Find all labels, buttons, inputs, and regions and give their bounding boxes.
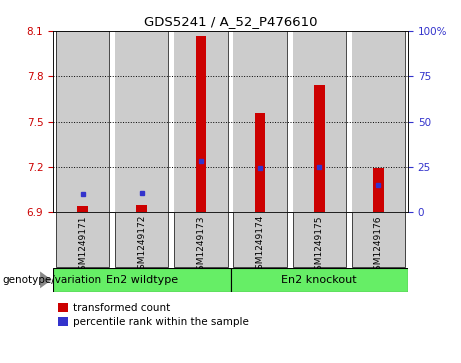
Bar — [56, 212, 109, 267]
Bar — [230, 268, 408, 292]
Text: GSM1249173: GSM1249173 — [196, 215, 206, 276]
Bar — [115, 212, 168, 267]
Bar — [352, 31, 405, 212]
Bar — [174, 31, 228, 212]
Text: GSM1249172: GSM1249172 — [137, 215, 146, 276]
Bar — [255, 113, 266, 212]
Text: GSM1249176: GSM1249176 — [374, 215, 383, 276]
Text: GSM1249175: GSM1249175 — [315, 215, 324, 276]
Bar — [53, 268, 230, 292]
Title: GDS5241 / A_52_P476610: GDS5241 / A_52_P476610 — [144, 15, 317, 28]
Bar — [195, 36, 206, 212]
Bar — [77, 206, 88, 212]
Text: GSM1249171: GSM1249171 — [78, 215, 87, 276]
Text: En2 wildtype: En2 wildtype — [106, 275, 178, 285]
Bar — [233, 212, 287, 267]
Bar — [56, 31, 109, 212]
Bar — [293, 212, 346, 267]
Text: En2 knockout: En2 knockout — [281, 275, 357, 285]
Bar — [314, 85, 325, 212]
Bar — [115, 31, 168, 212]
Text: genotype/variation: genotype/variation — [2, 275, 101, 285]
Bar — [352, 212, 405, 267]
Bar — [373, 168, 384, 212]
Polygon shape — [40, 272, 52, 288]
Text: GSM1249174: GSM1249174 — [255, 215, 265, 276]
Bar — [233, 31, 287, 212]
Bar — [174, 212, 228, 267]
Bar — [136, 205, 147, 212]
Bar — [293, 31, 346, 212]
Legend: transformed count, percentile rank within the sample: transformed count, percentile rank withi… — [58, 303, 248, 327]
